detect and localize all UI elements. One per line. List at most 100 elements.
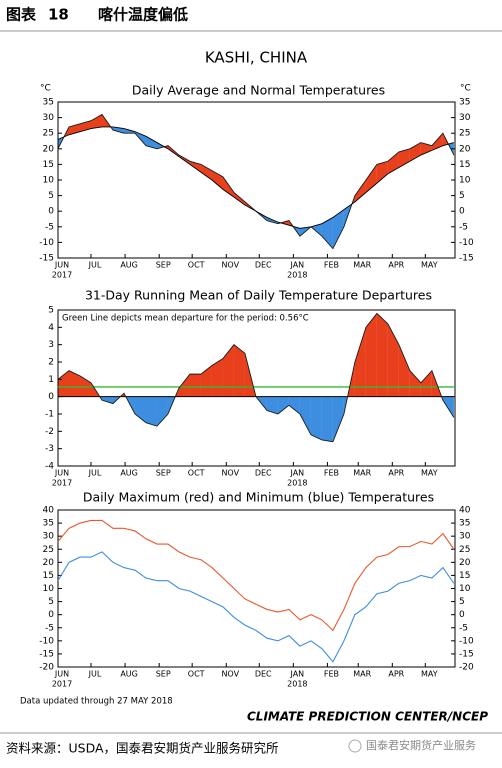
y-tick-label: 40 — [43, 506, 55, 516]
y-tick-label: 25 — [43, 129, 54, 139]
watermark-icon — [348, 739, 362, 753]
x-tick-label: SEP — [156, 469, 171, 478]
y2-tick-label: -15 — [459, 254, 474, 264]
y-tick-label: 0 — [48, 207, 54, 217]
y-tick-label: 15 — [43, 571, 54, 581]
anomaly-fill — [79, 375, 91, 397]
plot-frame — [57, 309, 456, 467]
x-tick-label: NOV — [221, 469, 239, 478]
anomaly-fill — [68, 370, 80, 397]
y2-axis-label: °C — [460, 84, 471, 94]
anomaly-fill — [398, 344, 410, 397]
anomaly-fill — [178, 374, 190, 397]
y-tick-label: -4 — [45, 462, 54, 472]
y-tick-label: -1 — [45, 410, 54, 420]
anomaly-fill — [332, 396, 344, 442]
anomaly-fill — [332, 209, 344, 249]
anomaly-fill — [354, 180, 366, 202]
x-tick-label: APR — [388, 670, 404, 679]
anomaly-fill — [321, 396, 333, 442]
anomaly-fill — [58, 370, 69, 397]
x-tick-label: JAN — [289, 670, 304, 679]
x-tick-label: SEP — [156, 670, 171, 679]
y-tick-label: 0 — [48, 610, 54, 620]
x-tick-label: JAN — [289, 261, 304, 270]
x-tick-label: OCT — [188, 261, 205, 270]
y2-tick-label: 25 — [459, 545, 470, 555]
x-tick-label: FEB — [324, 469, 339, 478]
x-tick-label: OCT — [188, 670, 205, 679]
y-tick-label: 3 — [48, 340, 54, 350]
anomaly-fill — [200, 164, 212, 180]
y2-tick-label: 0 — [459, 610, 465, 620]
x-year-label: 2017 — [52, 680, 72, 689]
y2-tick-label: 30 — [459, 532, 471, 542]
y-tick-label: 5 — [48, 597, 54, 607]
x-year-label: 2018 — [287, 680, 307, 689]
plot-frame — [57, 509, 456, 668]
y2-tick-label: 15 — [459, 571, 470, 581]
series-line — [57, 113, 455, 250]
y-tick-label: 35 — [43, 519, 54, 529]
anomaly-fill — [233, 192, 245, 205]
anomaly-fill — [310, 223, 322, 237]
y-tick-label: 2 — [48, 358, 54, 368]
x-tick-label: JUN — [54, 469, 69, 478]
y-tick-label: -15 — [39, 649, 54, 659]
x-tick-label: DEC — [255, 469, 272, 478]
y2-tick-label: -10 — [459, 238, 474, 248]
anomaly-fill — [299, 396, 311, 435]
y-tick-label: -2 — [45, 427, 54, 437]
x-tick-label: AUG — [120, 670, 138, 679]
anomaly-fill — [354, 327, 366, 397]
x-tick-label: DEC — [255, 670, 272, 679]
y-tick-label: 10 — [43, 584, 55, 594]
y-tick-label: 1 — [48, 375, 54, 385]
y-axis-label: °C — [40, 84, 51, 94]
plot-frame — [57, 101, 456, 259]
y-tick-label: 15 — [43, 160, 54, 170]
page-title: KASHI, CHINA — [205, 49, 308, 67]
x-tick-label: AUG — [120, 469, 138, 478]
y-tick-label: 0 — [48, 392, 54, 402]
updated-note: Data updated through 27 MAY 2018 — [20, 697, 173, 707]
anomaly-fill — [442, 396, 454, 418]
header-title: 喀什温度偏低 — [98, 6, 188, 24]
y2-tick-label: 10 — [459, 584, 471, 594]
y2-tick-label: 25 — [459, 129, 470, 139]
y2-tick-label: 15 — [459, 160, 470, 170]
y-tick-label: 20 — [43, 558, 55, 568]
x-tick-label: JUL — [88, 261, 102, 270]
anomaly-fill — [189, 374, 201, 397]
anomaly-fill — [266, 396, 278, 414]
anomaly-fill — [387, 151, 399, 174]
y-tick-label: -15 — [39, 254, 54, 264]
y2-tick-label: 10 — [459, 176, 471, 186]
y-tick-label: -5 — [45, 623, 54, 633]
y-tick-label: 20 — [43, 144, 55, 154]
anomaly-fill — [376, 161, 388, 184]
chart-title: Daily Average and Normal Temperatures — [132, 83, 385, 98]
anomaly-fill — [431, 133, 443, 151]
anomaly-fill — [321, 217, 333, 249]
source: 资料来源：USDA，国泰君安期货产业服务研究所 — [6, 741, 279, 756]
anomaly-fill — [90, 114, 102, 129]
anomaly-fill — [145, 396, 157, 427]
x-tick-label: FEB — [324, 670, 339, 679]
y2-tick-label: -10 — [459, 636, 474, 646]
anomaly-fill — [398, 148, 410, 168]
anomaly-fill — [409, 370, 421, 397]
y2-tick-label: 35 — [459, 98, 470, 108]
y2-tick-label: -5 — [459, 222, 468, 232]
x-year-label: 2017 — [52, 479, 72, 488]
x-tick-label: MAR — [353, 261, 371, 270]
series-line — [57, 551, 455, 663]
y2-tick-label: -15 — [459, 649, 474, 659]
anomaly-fill — [280, 220, 289, 226]
anomaly-fill — [156, 142, 165, 149]
header-label: 图表 — [6, 6, 37, 24]
y2-tick-label: -5 — [459, 623, 468, 633]
y-tick-label: 30 — [43, 532, 55, 542]
